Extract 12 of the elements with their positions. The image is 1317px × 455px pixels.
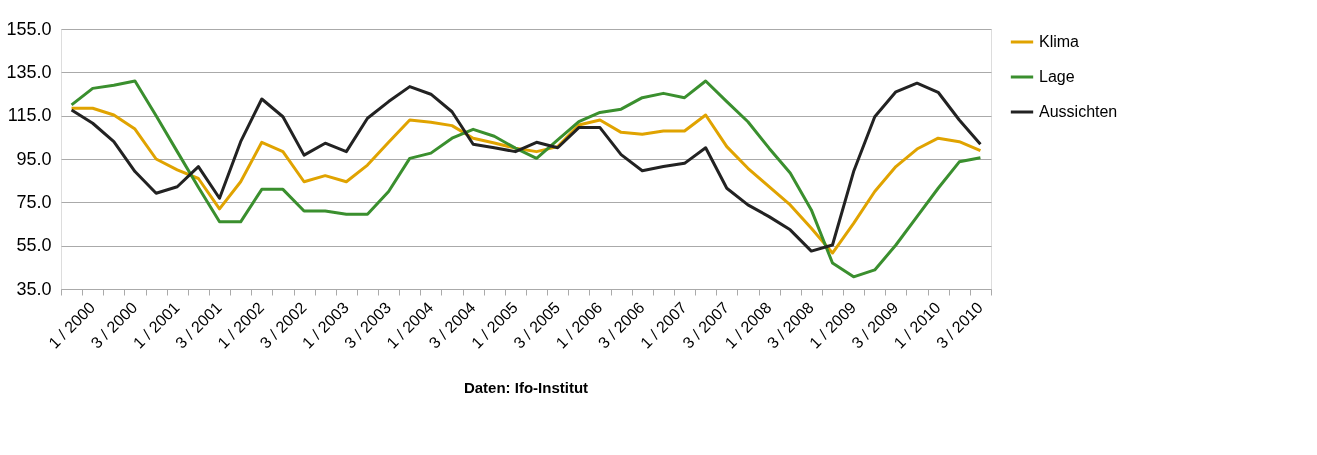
y-tick-label: 75.0 xyxy=(16,191,52,212)
text: Daten: Ifo-Institut xyxy=(463,379,589,397)
y-tick-label: 55.0 xyxy=(16,235,52,256)
y-tick-label: 155.0 xyxy=(6,18,52,39)
legend-label: Aussichten xyxy=(1039,103,1118,120)
line-series xyxy=(70,106,982,255)
legend-label: Klima xyxy=(1039,33,1080,50)
legend-label: Lage xyxy=(1039,68,1075,85)
y-tick-label: 115.0 xyxy=(7,105,52,126)
y-tick-label: 135.0 xyxy=(6,61,52,82)
y-tick-label: 35.0 xyxy=(16,278,52,299)
y-tick-label: 95.0 xyxy=(16,148,52,169)
